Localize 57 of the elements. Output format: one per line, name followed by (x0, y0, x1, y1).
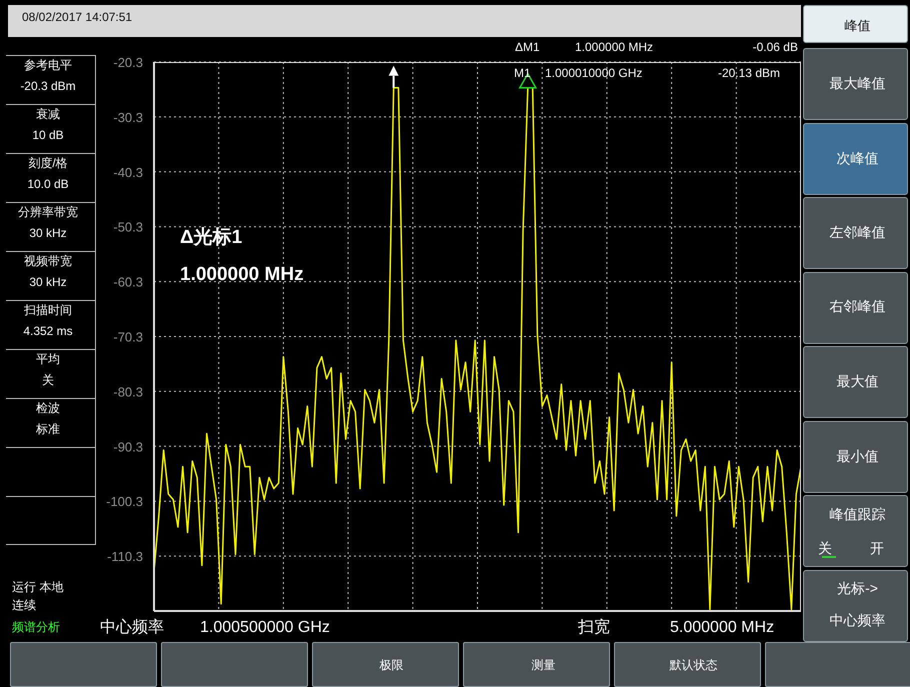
text: 峰值 (844, 18, 872, 34)
text: 连续 (12, 598, 37, 612)
text: 最大峰值 (828, 75, 886, 92)
text: 参考电平 (23, 58, 73, 72)
text: 频谱分析 (12, 620, 60, 634)
y-tick-label: -70.3 (113, 330, 143, 344)
y-tick-label: -90.3 (113, 439, 143, 454)
y-tick-label: -80.3 (113, 384, 143, 400)
annotation: 1.000010000 GHz (545, 66, 644, 80)
text: 4.352 ms (22, 324, 74, 338)
y-tick-label: -40.3 (113, 164, 143, 180)
annotation: Δ光标1 (180, 227, 244, 250)
text: 中心频率 (100, 618, 165, 638)
text: 视频带宽 (23, 254, 73, 268)
text: ΔM1 (515, 40, 541, 54)
text: 次峰值 (836, 150, 880, 167)
y-tick-label: -30.3 (113, 110, 143, 125)
text: 08/02/2017 14:07:51 (22, 10, 134, 24)
text: 30 kHz (28, 275, 68, 290)
text: 开 (870, 540, 885, 557)
text: 左邻峰值 (828, 224, 886, 241)
text: 运行 本地 (12, 580, 64, 594)
text: 检波 (35, 401, 61, 416)
text: 最大值 (836, 373, 880, 390)
annotation: 1.000000 MHz (180, 264, 305, 287)
annotation: M1 (514, 66, 532, 80)
text: 关 (41, 373, 55, 388)
text: 扫描时间 (23, 303, 73, 318)
text: 极限 (378, 658, 404, 672)
text: 30 kHz (28, 226, 68, 240)
text: 测量 (530, 658, 556, 672)
text: 光标-> (836, 580, 879, 597)
text: 标准 (35, 422, 61, 436)
text: 扫宽 (578, 618, 611, 638)
text: 默认状态 (668, 658, 718, 672)
text: 右邻峰值 (828, 298, 886, 315)
text: 10.0 dB (26, 177, 70, 192)
text: 最小值 (836, 448, 880, 465)
text: 衰减 (35, 107, 61, 122)
y-tick-label: -50.3 (113, 220, 143, 235)
y-tick-label: -100.3 (106, 494, 143, 510)
text: 1.000500000 GHz (200, 618, 331, 638)
text: 关 (818, 540, 833, 557)
y-tick-label: -60.3 (113, 274, 143, 290)
text: 峰值跟踪 (828, 506, 886, 523)
y-tick-label: -20.3 (113, 55, 143, 70)
text: 1.000000 MHz (575, 40, 654, 54)
text: 中心频率 (828, 612, 886, 629)
annotation: -20.13 dBm (716, 66, 780, 80)
text: -20.3 dBm (19, 79, 77, 94)
y-tick-label: -110.3 (107, 549, 143, 564)
text: 分辨率带宽 (17, 205, 79, 220)
text: 5.000000 MHz (670, 618, 776, 638)
text: -0.06 dB (752, 40, 798, 54)
text: 刻度/格 (27, 156, 69, 170)
text: 10 dB (31, 128, 65, 142)
text: 平均 (35, 352, 61, 366)
